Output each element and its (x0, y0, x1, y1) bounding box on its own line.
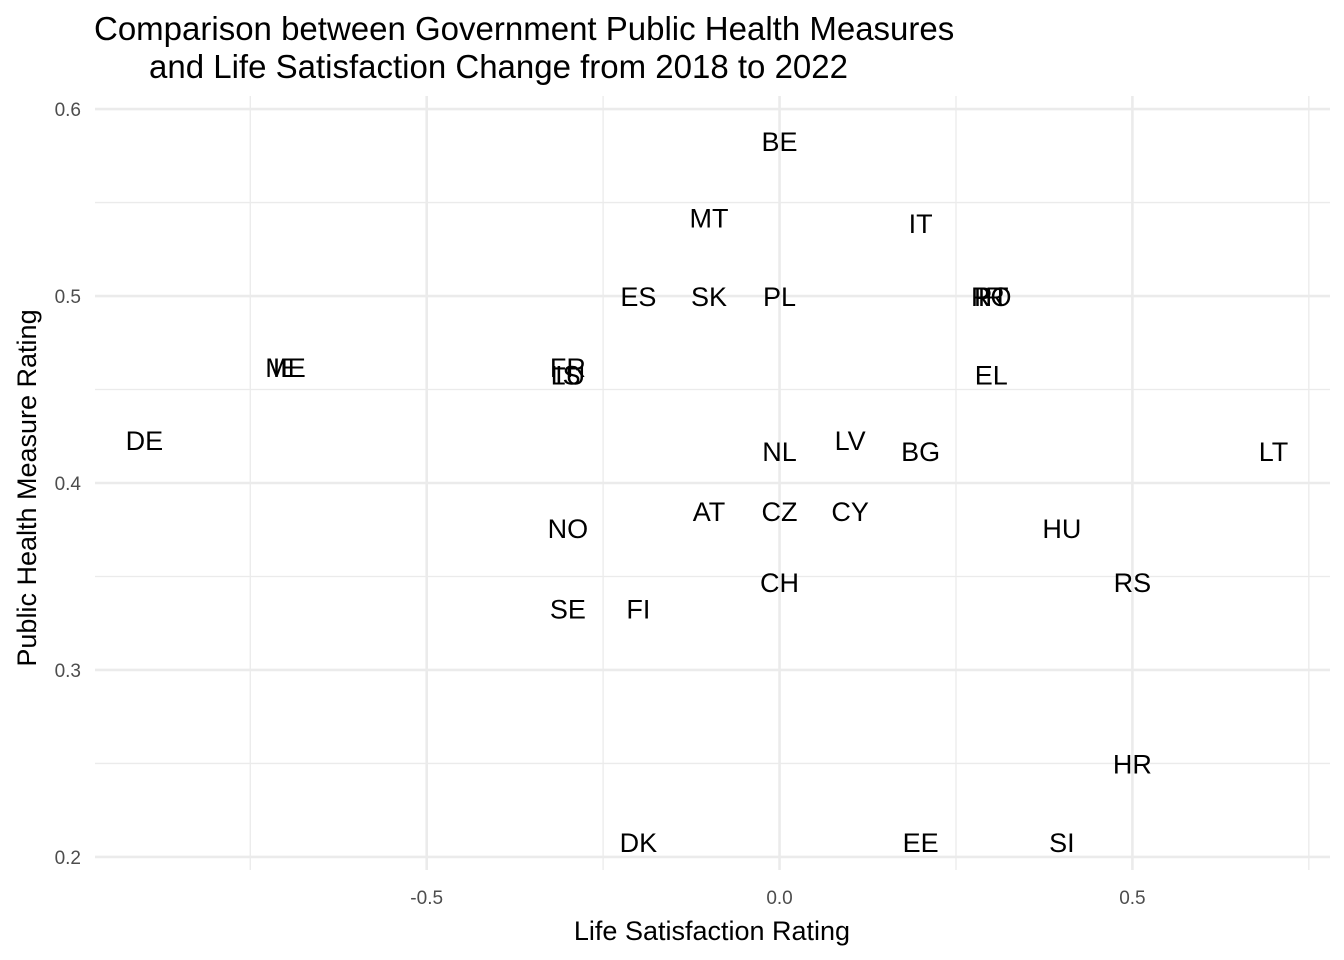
point-label-ir: IR (978, 282, 1005, 312)
point-label-ch: CH (760, 568, 799, 598)
y-tick-label: 0.6 (55, 100, 81, 121)
point-label-rs: RS (1114, 568, 1152, 598)
point-label-it: IT (909, 209, 933, 239)
chart-title: Comparison between Government Public Hea… (94, 10, 955, 85)
point-label-ee: EE (903, 828, 939, 858)
point-label-ie: IE (273, 353, 299, 383)
point-label-be: BE (762, 127, 798, 157)
point-label-at: AT (693, 497, 726, 527)
point-label-mt: MT (689, 204, 728, 234)
point-label-si: SI (1049, 828, 1075, 858)
point-label-lv: LV (835, 426, 866, 456)
point-label-sk: SK (691, 282, 727, 312)
point-label-fr: FR (550, 353, 586, 383)
point-label-hr: HR (1113, 749, 1152, 779)
point-label-me: ME (265, 353, 306, 383)
x-tick-label: 0.0 (766, 888, 792, 909)
point-label-es: ES (620, 282, 656, 312)
point-label-lt: LT (1259, 437, 1289, 467)
point-label-pl: PL (763, 282, 796, 312)
gridlines (95, 96, 1330, 870)
point-label-hu: HU (1042, 514, 1081, 544)
x-tick-label: -0.5 (410, 888, 443, 909)
point-label-ro: RO (971, 282, 1012, 312)
point-label-pt: PT (974, 282, 1009, 312)
x-axis-ticks: -0.5 0.0 0.5 (410, 888, 1145, 909)
point-label-dk: DK (620, 828, 658, 858)
x-tick-label: 0.5 (1119, 888, 1145, 909)
point-label-no: NO (548, 514, 589, 544)
y-axis-title: Public Health Measure Rating (12, 309, 42, 666)
point-label-is: IS (555, 361, 581, 391)
y-tick-label: 0.4 (55, 474, 82, 495)
y-tick-label: 0.5 (55, 287, 81, 308)
y-tick-label: 0.2 (55, 848, 81, 869)
y-tick-label: 0.3 (55, 661, 81, 682)
y-axis-ticks: 0.2 0.3 0.4 0.5 0.6 (55, 100, 82, 869)
point-label-de: DE (126, 426, 164, 456)
point-label-cz: CZ (762, 497, 798, 527)
point-label-lu: LU (551, 361, 586, 391)
point-label-cy: CY (831, 497, 869, 527)
x-axis-title: Life Satisfaction Rating (574, 916, 850, 946)
point-label-nl: NL (762, 437, 797, 467)
point-label-bg: BG (901, 437, 940, 467)
point-label-se: SE (550, 594, 586, 624)
point-label-el: EL (975, 361, 1008, 391)
point-label-fi: FI (626, 594, 650, 624)
